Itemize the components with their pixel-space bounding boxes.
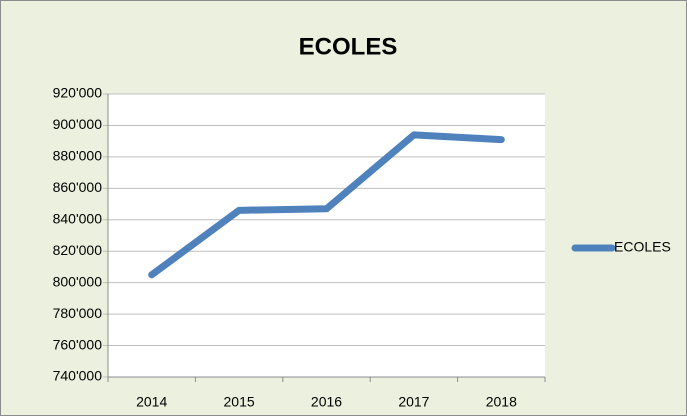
y-tick-label: 820'000 <box>53 242 103 258</box>
chart-title: ECOLES <box>299 33 398 60</box>
legend-label: ECOLES <box>614 239 671 255</box>
y-tick-label: 840'000 <box>53 210 103 226</box>
x-tick-label: 2018 <box>486 394 517 410</box>
x-tick-label: 2016 <box>311 394 342 410</box>
y-tick-label: 900'000 <box>53 116 103 132</box>
y-tick-label: 760'000 <box>53 336 103 352</box>
x-tick-label: 2014 <box>136 394 167 410</box>
y-tick-label: 920'000 <box>53 85 103 101</box>
y-tick-label: 780'000 <box>53 305 103 321</box>
x-tick-label: 2017 <box>398 394 429 410</box>
x-tick-label: 2015 <box>224 394 255 410</box>
data-line <box>148 131 505 279</box>
y-tick-label: 740'000 <box>53 368 103 384</box>
y-tick-label: 800'000 <box>53 273 103 289</box>
y-tick-label: 880'000 <box>53 148 103 164</box>
y-tick-label: 860'000 <box>53 179 103 195</box>
